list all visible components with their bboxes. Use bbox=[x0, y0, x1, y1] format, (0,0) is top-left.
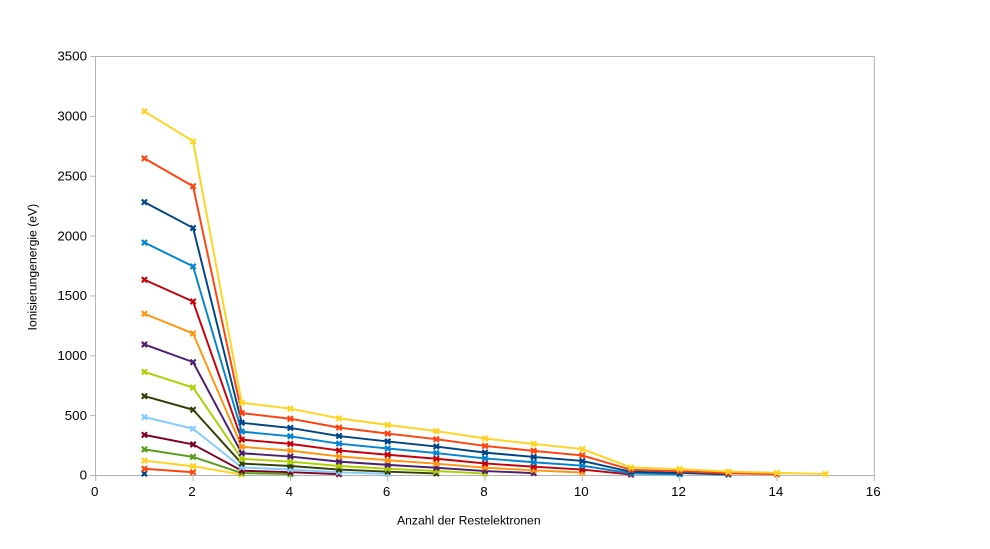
svg-text:1000: 1000 bbox=[57, 348, 87, 363]
svg-text:3500: 3500 bbox=[57, 49, 87, 64]
svg-text:0: 0 bbox=[80, 468, 87, 483]
svg-text:16: 16 bbox=[866, 484, 881, 499]
svg-text:12: 12 bbox=[671, 484, 686, 499]
svg-text:2500: 2500 bbox=[57, 168, 87, 183]
svg-text:500: 500 bbox=[65, 408, 87, 423]
svg-text:14: 14 bbox=[768, 484, 783, 499]
svg-text:4: 4 bbox=[286, 484, 294, 499]
svg-text:Anzahl der Restelektronen: Anzahl der Restelektronen bbox=[397, 514, 541, 528]
svg-text:6: 6 bbox=[383, 484, 390, 499]
svg-text:1500: 1500 bbox=[57, 288, 87, 303]
svg-text:Ionisierungenergie (eV): Ionisierungenergie (eV) bbox=[26, 204, 40, 331]
svg-text:2000: 2000 bbox=[57, 228, 87, 243]
svg-text:3000: 3000 bbox=[57, 109, 87, 124]
svg-text:0: 0 bbox=[91, 484, 98, 499]
svg-text:10: 10 bbox=[574, 484, 589, 499]
svg-text:8: 8 bbox=[480, 484, 487, 499]
svg-text:2: 2 bbox=[188, 484, 195, 499]
